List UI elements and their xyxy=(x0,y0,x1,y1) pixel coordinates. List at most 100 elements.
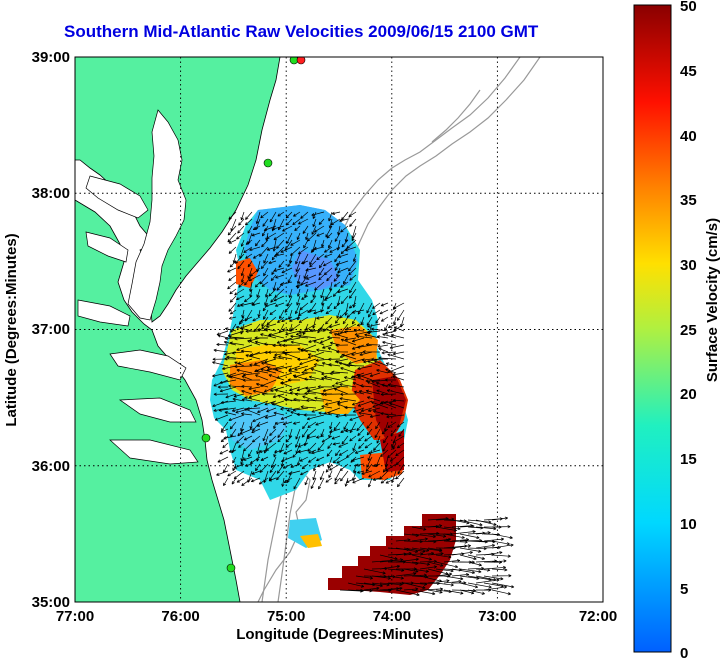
velocity-arrow xyxy=(299,358,317,366)
velocity-arrow xyxy=(254,340,269,346)
velocity-arrow xyxy=(297,442,309,448)
velocity-arrow xyxy=(231,477,237,485)
velocity-vectors xyxy=(212,211,515,597)
velocity-arrow xyxy=(395,589,420,597)
velocity-arrow xyxy=(384,378,396,382)
y-axis-label: Latitude (Degrees:Minutes) xyxy=(3,233,20,426)
velocity-arrow xyxy=(237,302,245,307)
velocity-arrow xyxy=(395,547,419,554)
velocity-arrow xyxy=(227,232,237,243)
velocity-arrow xyxy=(359,351,373,357)
velocity-arrow xyxy=(297,347,309,353)
velocity-arrow xyxy=(389,456,397,462)
velocity-arrow xyxy=(351,309,365,314)
velocity-arrow xyxy=(336,350,349,354)
velocity-arrow xyxy=(403,547,426,553)
velocity-arrow xyxy=(318,218,325,225)
velocity-arrow xyxy=(301,295,309,300)
velocity-arrow xyxy=(307,442,317,452)
velocity-arrow xyxy=(379,564,400,570)
velocity-arrow xyxy=(435,537,452,542)
velocity-arrow xyxy=(263,470,269,483)
velocity-arrow xyxy=(261,225,269,237)
velocity-arrow xyxy=(296,288,301,297)
velocity-arrow xyxy=(217,334,229,339)
velocity-arrow xyxy=(272,281,277,291)
velocity-arrow xyxy=(248,449,253,457)
velocity-arrow xyxy=(387,383,405,388)
velocity-arrow xyxy=(243,246,253,253)
velocity-arrow xyxy=(349,281,357,294)
velocity-arrow xyxy=(306,414,325,421)
colorbar-tick-label: 15 xyxy=(680,451,697,468)
velocity-arrow xyxy=(380,412,397,416)
velocity-arrow xyxy=(356,323,365,327)
velocity-arrow xyxy=(263,309,269,320)
velocity-arrow xyxy=(269,463,277,474)
velocity-arrow xyxy=(329,428,341,434)
velocity-arrow xyxy=(248,393,261,399)
colorbar-tick-label: 20 xyxy=(680,386,697,403)
velocity-arrow xyxy=(253,358,269,366)
velocity-arrow xyxy=(403,568,419,573)
velocity-arrow xyxy=(298,316,309,323)
velocity-arrow xyxy=(475,519,497,526)
velocity-arrow xyxy=(326,449,333,457)
velocity-arrow xyxy=(256,288,261,298)
velocity-arrow xyxy=(234,364,253,369)
velocity-arrow xyxy=(361,470,373,475)
velocity-arrow xyxy=(427,524,443,528)
velocity-arrow xyxy=(325,477,333,483)
velocity-arrow xyxy=(314,396,333,402)
velocity-arrow xyxy=(419,565,437,570)
velocity-arrow xyxy=(339,309,349,319)
velocity-arrow xyxy=(237,260,245,270)
velocity-arrow xyxy=(392,442,397,450)
velocity-arrow xyxy=(300,470,309,476)
velocity-arrow xyxy=(355,575,373,580)
velocity-arrow xyxy=(395,572,417,577)
velocity-arrow xyxy=(340,281,349,288)
velocity-arrow xyxy=(255,369,269,374)
velocity-arrow xyxy=(373,442,381,451)
velocity-arrow xyxy=(264,358,277,364)
velocity-arrow xyxy=(323,246,333,253)
velocity-arrow xyxy=(326,274,333,282)
velocity-arrow xyxy=(244,408,261,416)
velocity-arrow xyxy=(273,267,285,272)
velocity-arrow xyxy=(349,288,357,299)
velocity-arrow xyxy=(368,309,373,318)
velocity-arrow xyxy=(301,370,317,375)
velocity-arrow xyxy=(387,323,397,329)
velocity-arrow xyxy=(228,449,237,453)
velocity-arrow xyxy=(244,218,253,226)
velocity-arrow xyxy=(395,470,405,480)
velocity-arrow xyxy=(351,456,365,462)
velocity-arrow xyxy=(366,428,373,436)
velocity-arrow xyxy=(259,463,269,473)
velocity-arrow xyxy=(390,333,405,339)
velocity-arrow xyxy=(315,435,325,439)
velocity-arrow xyxy=(269,211,277,223)
velocity-arrow xyxy=(232,456,237,464)
velocity-arrow xyxy=(337,288,349,294)
velocity-arrow xyxy=(352,407,365,413)
velocity-arrow xyxy=(338,442,349,448)
velocity-arrow xyxy=(349,435,357,442)
velocity-arrow xyxy=(380,392,397,397)
velocity-arrow xyxy=(216,342,229,347)
colorbar-tick-label: 5 xyxy=(680,581,688,598)
velocity-arrow xyxy=(293,397,309,402)
colorbar-tick-label: 0 xyxy=(680,645,688,659)
velocity-arrow xyxy=(341,435,349,445)
velocity-arrow xyxy=(270,274,277,282)
velocity-arrow xyxy=(387,421,397,428)
velocity-arrow xyxy=(312,470,317,481)
velocity-arrow xyxy=(316,456,325,462)
velocity-arrow xyxy=(263,386,277,393)
velocity-arrow xyxy=(240,456,245,465)
velocity-arrow xyxy=(491,559,507,563)
velocity-arrow xyxy=(459,519,483,527)
velocity-arrow xyxy=(300,211,309,219)
velocity-arrow xyxy=(339,351,357,359)
